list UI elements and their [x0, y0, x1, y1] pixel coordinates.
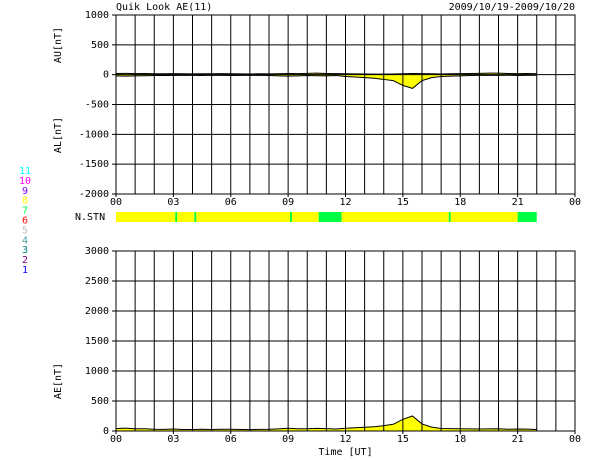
x-tick-label: 00	[569, 197, 581, 208]
station-segment	[177, 212, 195, 222]
station-segment	[341, 212, 449, 222]
y-tick-label: -500	[85, 100, 109, 111]
legend-entry: 7	[22, 206, 28, 217]
legend-entry: 1	[22, 265, 28, 276]
x-tick-label: 09	[282, 197, 294, 208]
x-tick-label: 06	[225, 434, 237, 445]
station-segment	[448, 212, 451, 222]
x-tick-label: 21	[512, 434, 524, 445]
x-tick-label: 18	[454, 434, 466, 445]
y-tick-label: 500	[91, 396, 109, 407]
station-segment	[116, 212, 176, 222]
plot-frame	[115, 14, 576, 195]
station-segment	[318, 212, 342, 222]
x-tick-label: 21	[512, 197, 524, 208]
legend-entry: 5	[22, 225, 28, 236]
plot-frame	[115, 250, 576, 432]
station-segment	[290, 212, 292, 222]
y-tick-label: -1500	[79, 159, 109, 170]
station-segment	[291, 212, 319, 222]
x-tick-label: 00	[110, 434, 122, 445]
x-tick-label: 03	[167, 197, 179, 208]
y-tick-label: 500	[91, 40, 109, 51]
series-line	[115, 415, 537, 431]
y-tick-label: 0	[103, 70, 109, 81]
series-line	[115, 74, 537, 89]
y-tick-label: 2500	[85, 276, 109, 287]
y-tick-label: 1000	[85, 366, 109, 377]
y-axis-label: AL[nT]	[53, 117, 64, 153]
x-tick-label: 15	[397, 434, 409, 445]
legend-entry: 9	[22, 186, 28, 197]
station-segment	[175, 212, 178, 222]
station-segment	[517, 212, 537, 222]
x-axis-label: Time [UT]	[318, 447, 372, 458]
station-segment	[450, 212, 518, 222]
y-tick-label: 2000	[85, 306, 109, 317]
chart-title: Quik Look AE(11)	[116, 2, 212, 13]
y-axis-label: AU[nT]	[53, 27, 64, 63]
band-fill	[116, 73, 537, 89]
legend-entry: 3	[22, 245, 28, 256]
series-line	[115, 72, 537, 75]
y-tick-label: 1000	[85, 10, 109, 21]
x-tick-label: 00	[569, 434, 581, 445]
legend-entry: 4	[22, 235, 28, 246]
legend-entry: 2	[22, 255, 28, 266]
x-tick-label: 18	[454, 197, 466, 208]
y-axis-label: AE[nT]	[53, 363, 64, 399]
y-tick-label: 0	[103, 426, 109, 437]
y-tick-label: 1500	[85, 336, 109, 347]
x-tick-label: 03	[167, 434, 179, 445]
station-label: N.STN	[75, 212, 105, 223]
x-tick-label: 06	[225, 197, 237, 208]
station-segment	[194, 212, 197, 222]
legend-entry: 8	[22, 196, 28, 207]
x-tick-label: 12	[339, 197, 351, 208]
legend-entry: 11	[19, 166, 31, 177]
x-tick-label: 15	[397, 197, 409, 208]
legend-entry: 6	[22, 216, 28, 227]
date-range: 2009/10/19-2009/10/20	[449, 2, 575, 13]
station-segment	[196, 212, 291, 222]
y-tick-label: 3000	[85, 246, 109, 257]
x-tick-label: 12	[339, 434, 351, 445]
x-tick-label: 00	[110, 197, 122, 208]
y-tick-label: -1000	[79, 129, 109, 140]
y-tick-label: -2000	[79, 189, 109, 200]
legend-entry: 10	[19, 176, 31, 187]
x-tick-label: 09	[282, 434, 294, 445]
